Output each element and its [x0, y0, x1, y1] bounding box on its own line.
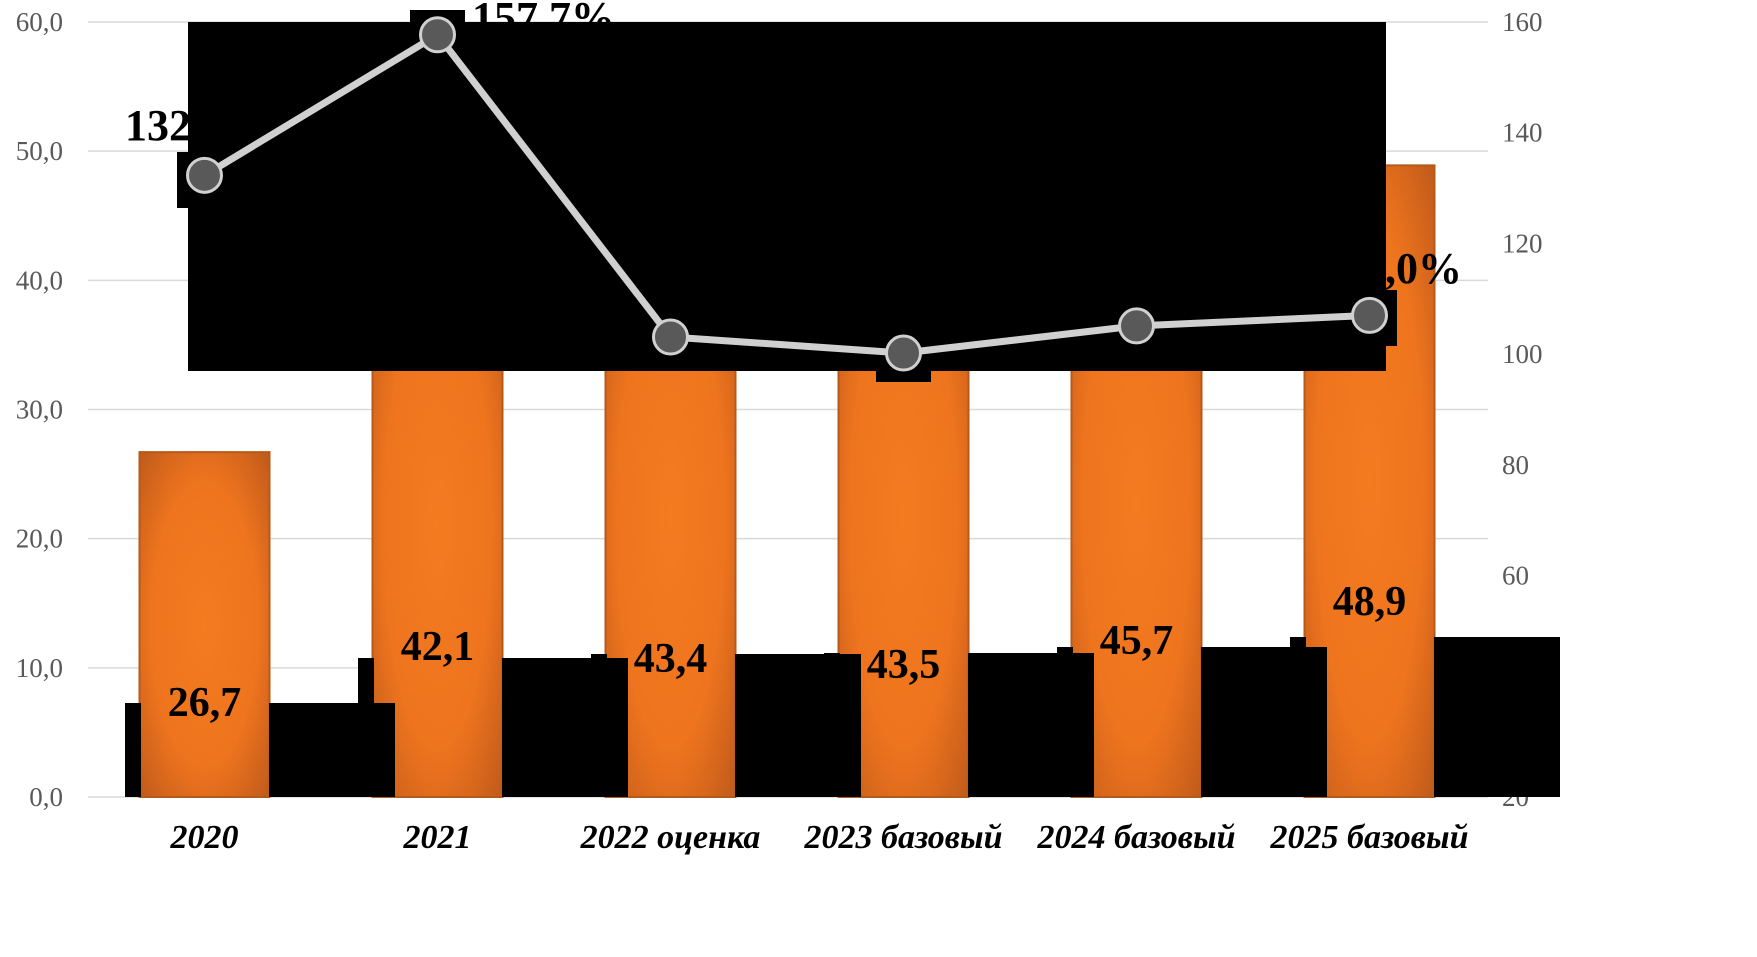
category-label: 2024 базовый [1037, 819, 1236, 856]
left-tick-label: 40,0 [16, 265, 63, 295]
category-label: 2020 [170, 819, 239, 856]
line-marker [419, 16, 456, 54]
right-tick-label: 120 [1502, 228, 1543, 258]
left-y-axis: 0,0 10,0 20,0 30,0 40,0 50,0 60,0 [16, 7, 63, 812]
left-tick-label: 10,0 [16, 653, 63, 683]
occluder-block [1290, 637, 1306, 797]
line-series [186, 16, 1388, 372]
bar-value-labels: 26,7 42,1 43,4 43,5 45,7 48,9 [168, 579, 1407, 726]
left-tick-label: 50,0 [16, 136, 63, 166]
occluder-block [125, 703, 141, 797]
occluding-shapes [125, 10, 1560, 797]
occluder-block [358, 658, 374, 797]
category-label: 2023 базовый [804, 819, 1003, 856]
line-value-label: 157,7% [472, 0, 615, 42]
line-marker [186, 156, 223, 194]
x-axis-category-labels: 2020 2021 2022 оценка 2023 базовый 2024 базо… [170, 819, 1469, 856]
left-tick-label: 30,0 [16, 395, 63, 425]
category-label: 2022 оценка [580, 819, 761, 856]
bar-value-label: 43,4 [634, 636, 708, 682]
line-value-label: 132 [125, 101, 191, 150]
left-tick-label: 20,0 [16, 524, 63, 554]
occluder-block [735, 654, 861, 797]
line-marker [652, 318, 689, 356]
line-marker [1118, 307, 1155, 345]
left-tick-label: 0,0 [29, 782, 63, 812]
occluder-block [591, 654, 607, 797]
category-label: 2025 базовый [1270, 819, 1469, 856]
occluder-block [1434, 637, 1560, 797]
bar-value-label: 48,9 [1333, 579, 1407, 625]
bar-value-label: 42,1 [401, 624, 475, 670]
occluder-panel [188, 22, 1386, 371]
bar-value-label: 26,7 [168, 680, 242, 726]
occluder-block [1201, 647, 1327, 797]
bar [138, 451, 271, 798]
right-tick-label: 140 [1502, 118, 1543, 148]
bar-value-label: 45,7 [1100, 618, 1174, 664]
occluder-block [824, 653, 840, 797]
line-path [202, 31, 1370, 357]
line-marker [1351, 296, 1388, 334]
right-tick-label: 100 [1502, 339, 1543, 369]
occluder-block [269, 703, 395, 797]
right-tick-label: 160 [1502, 7, 1543, 37]
occluder-block [968, 653, 1094, 797]
line-marker [885, 334, 922, 372]
bar-value-label: 43,5 [867, 642, 941, 688]
right-tick-label: 80 [1502, 450, 1529, 480]
occluder-tab [1385, 290, 1397, 346]
left-tick-label: 60,0 [16, 7, 63, 37]
line-value-label: 7,0% [1363, 244, 1462, 293]
occluder-block [502, 658, 628, 797]
right-tick-label: 60 [1502, 561, 1529, 591]
line-value-labels: 132 157,7% 7,0% [125, 0, 1462, 293]
category-label: 2021 [403, 819, 472, 856]
occluder-block [1057, 647, 1073, 797]
